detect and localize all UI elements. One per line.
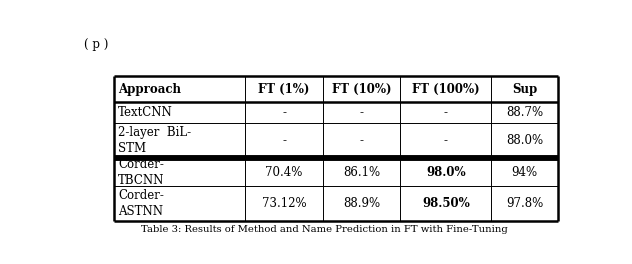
Text: Approach: Approach [118, 83, 181, 96]
Text: 73.12%: 73.12% [262, 197, 307, 210]
Text: 97.8%: 97.8% [506, 197, 544, 210]
Text: 98.0%: 98.0% [426, 166, 466, 178]
Text: 2-layer  BiL-
STM: 2-layer BiL- STM [118, 126, 191, 155]
Text: Table 3: Results of Method and Name Prediction in FT with Fine-Tuning: Table 3: Results of Method and Name Pred… [140, 225, 507, 234]
Text: Corder-
ASTNN: Corder- ASTNN [118, 189, 164, 218]
Text: -: - [360, 134, 363, 147]
Text: FT (1%): FT (1%) [258, 83, 310, 96]
Text: TextCNN: TextCNN [118, 106, 173, 119]
Text: -: - [444, 134, 448, 147]
Text: FT (100%): FT (100%) [412, 83, 480, 96]
Text: 94%: 94% [512, 166, 538, 178]
Text: 86.1%: 86.1% [343, 166, 380, 178]
Text: ( p ): ( p ) [84, 38, 108, 51]
Text: Sup: Sup [512, 83, 537, 96]
Text: 88.7%: 88.7% [506, 106, 544, 119]
Text: 88.9%: 88.9% [343, 197, 380, 210]
Text: -: - [282, 106, 286, 119]
Text: 98.50%: 98.50% [422, 197, 470, 210]
Text: 88.0%: 88.0% [506, 134, 544, 147]
Text: 70.4%: 70.4% [265, 166, 303, 178]
Text: FT (10%): FT (10%) [332, 83, 391, 96]
Text: -: - [282, 134, 286, 147]
Text: Corder-
TBCNN: Corder- TBCNN [118, 158, 164, 187]
Text: -: - [444, 106, 448, 119]
Text: -: - [360, 106, 363, 119]
